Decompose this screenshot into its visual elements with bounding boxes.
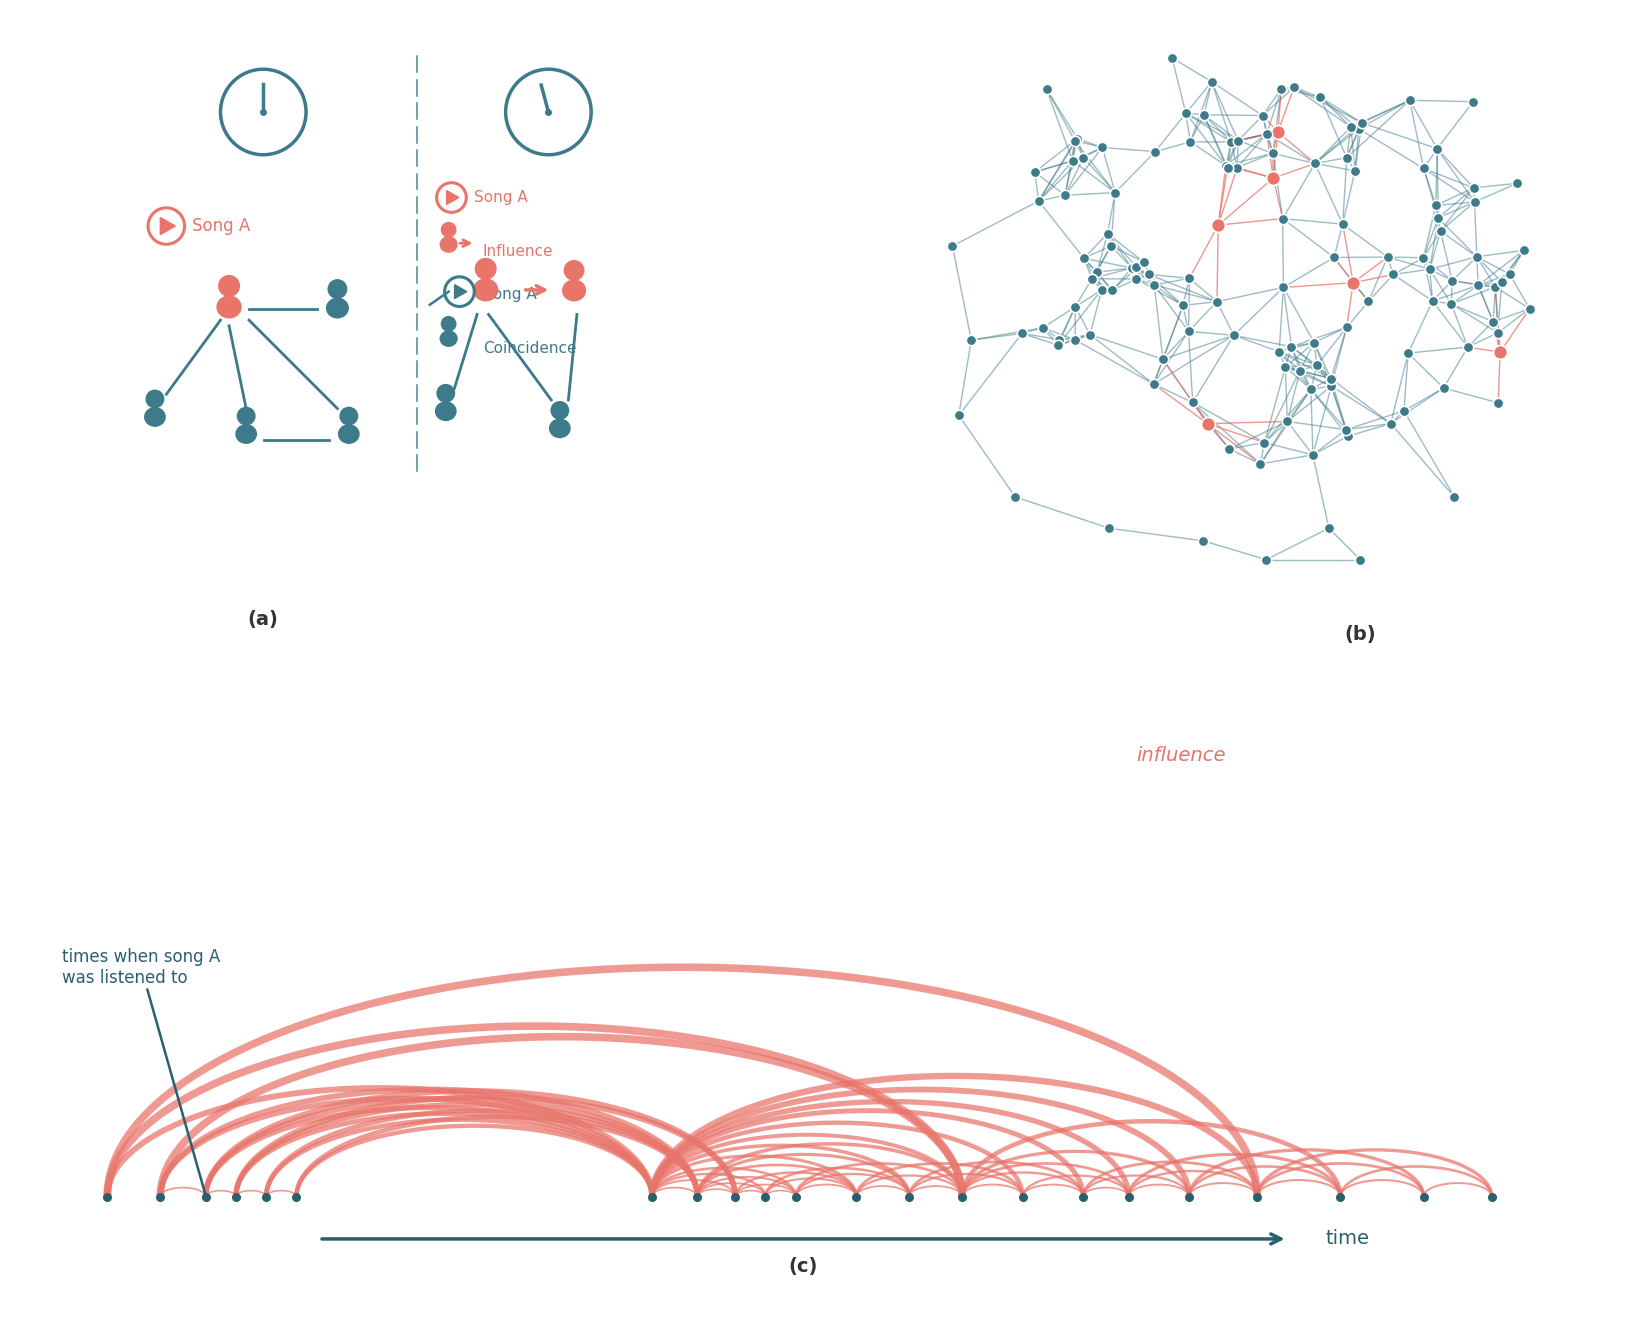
- Text: Coincidence: Coincidence: [482, 341, 577, 356]
- Circle shape: [441, 222, 456, 237]
- Ellipse shape: [145, 407, 165, 426]
- Ellipse shape: [439, 237, 458, 253]
- Ellipse shape: [436, 402, 456, 420]
- Polygon shape: [454, 284, 468, 299]
- Text: Song A: Song A: [474, 190, 529, 205]
- Circle shape: [145, 390, 164, 407]
- Text: Song A: Song A: [192, 217, 249, 235]
- Text: (a): (a): [248, 609, 279, 629]
- Ellipse shape: [563, 280, 585, 300]
- Text: time: time: [1325, 1229, 1370, 1248]
- Text: Influence: Influence: [482, 245, 553, 259]
- Ellipse shape: [474, 279, 497, 300]
- Ellipse shape: [339, 424, 358, 443]
- Circle shape: [552, 402, 568, 419]
- Text: (b): (b): [1345, 625, 1376, 644]
- Text: (c): (c): [788, 1257, 818, 1276]
- Ellipse shape: [327, 299, 349, 317]
- Text: influence: influence: [1137, 747, 1226, 765]
- Circle shape: [238, 407, 254, 424]
- Polygon shape: [160, 218, 175, 234]
- Text: Song A: Song A: [482, 287, 537, 301]
- Circle shape: [218, 276, 240, 296]
- Ellipse shape: [236, 424, 256, 443]
- Circle shape: [329, 280, 347, 299]
- Circle shape: [441, 317, 456, 330]
- Ellipse shape: [439, 330, 458, 346]
- Text: times when song A
was listened to: times when song A was listened to: [61, 948, 220, 1195]
- Circle shape: [565, 260, 583, 280]
- Ellipse shape: [216, 296, 241, 317]
- Ellipse shape: [550, 419, 570, 438]
- Circle shape: [340, 407, 357, 424]
- Circle shape: [438, 385, 454, 402]
- Polygon shape: [446, 190, 459, 205]
- Circle shape: [476, 259, 496, 279]
